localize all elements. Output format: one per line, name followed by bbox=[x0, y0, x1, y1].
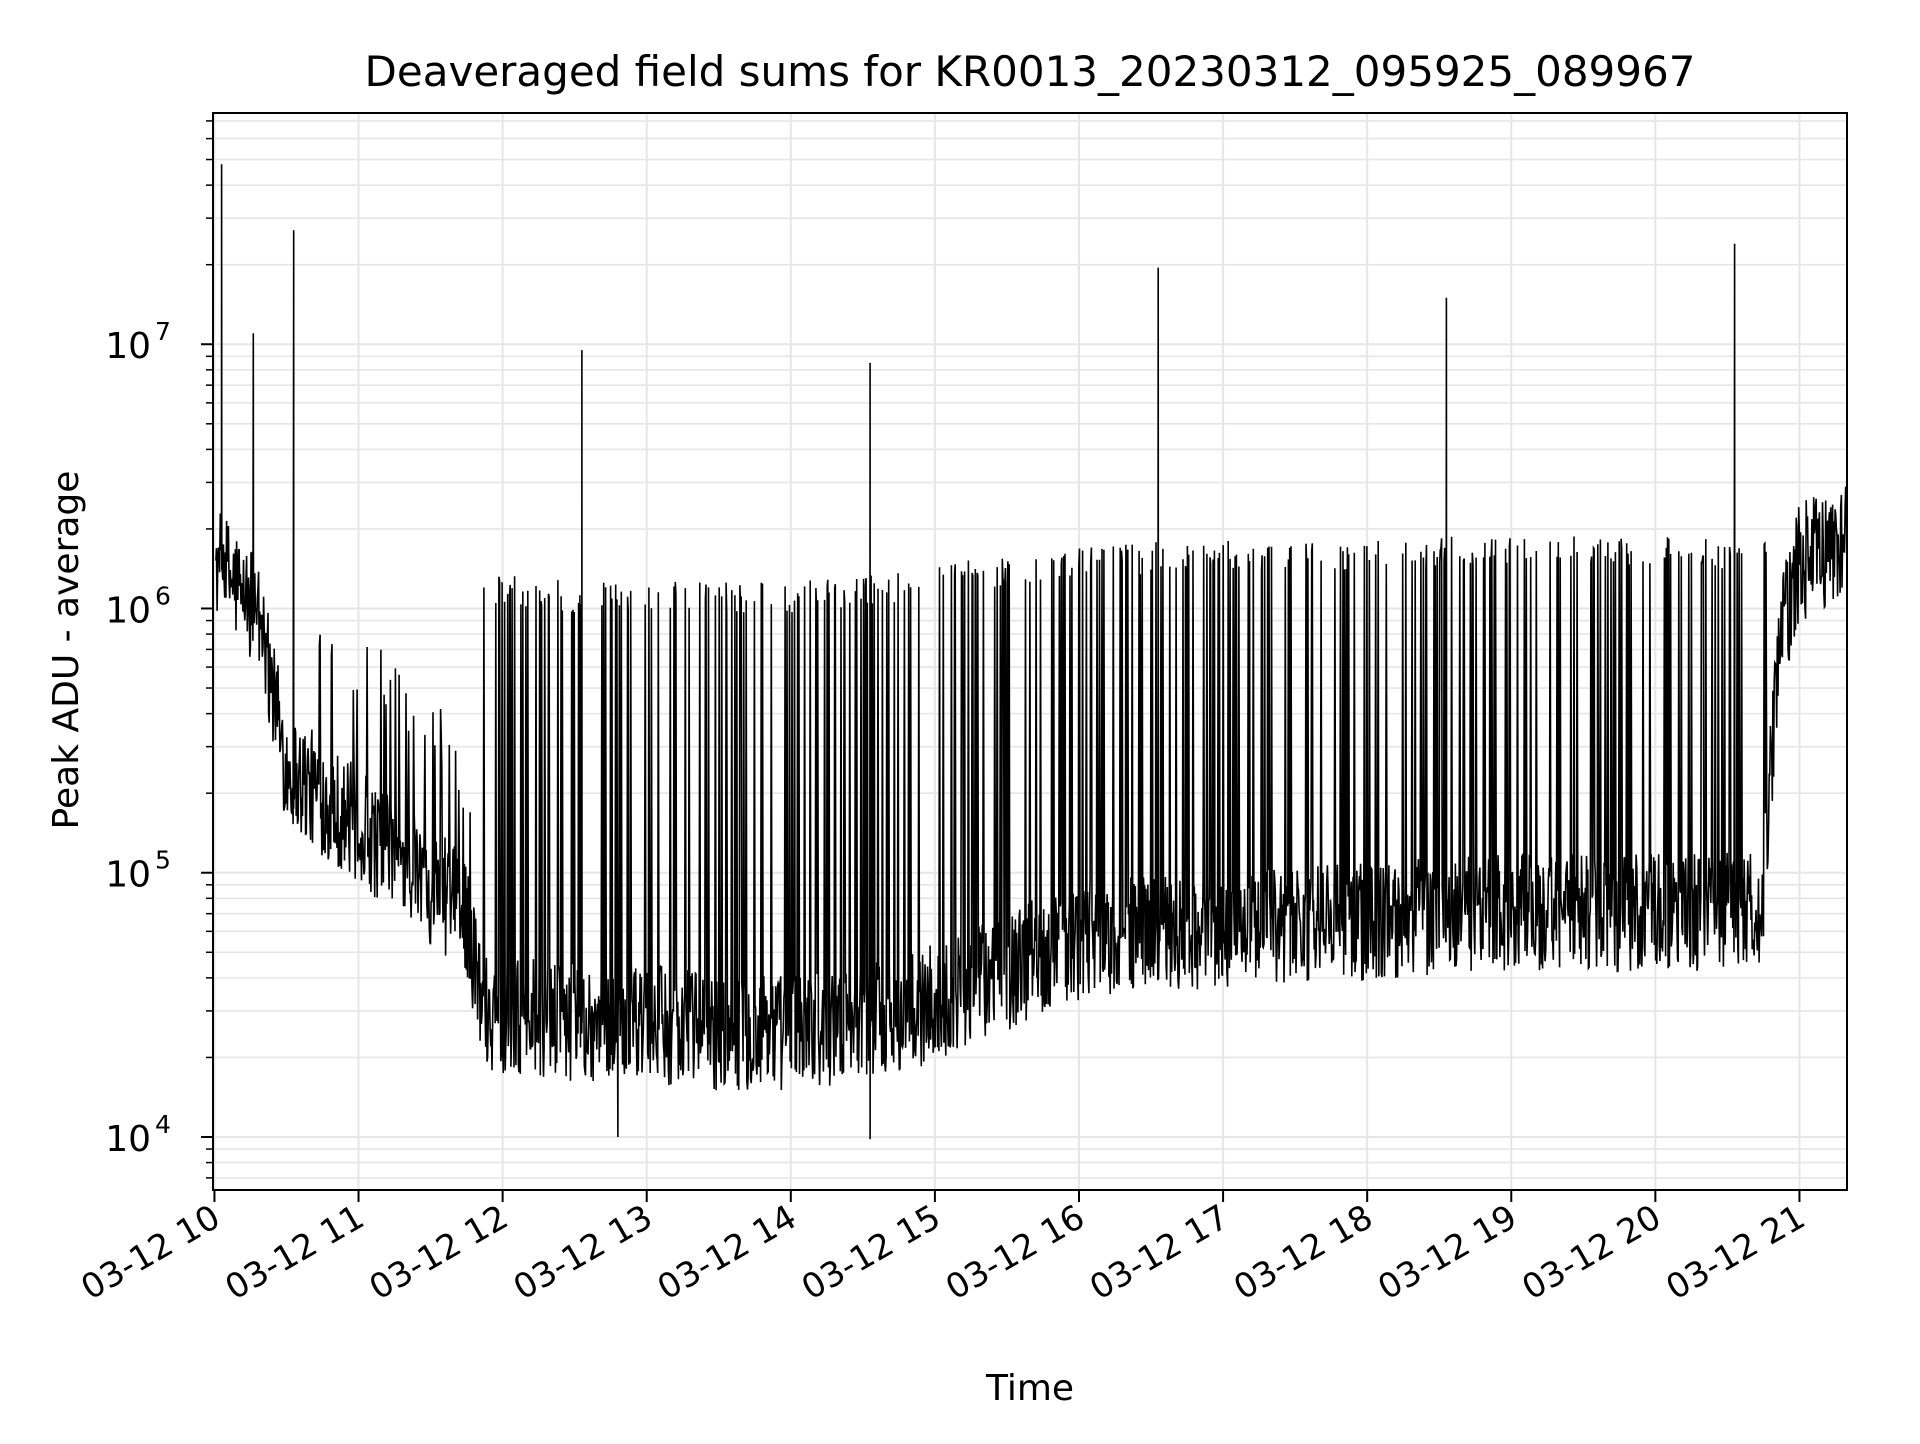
x-axis-label: Time bbox=[985, 1368, 1074, 1409]
data-series bbox=[215, 164, 1847, 1140]
y-tick-label: 10 bbox=[105, 590, 151, 631]
plot-frame bbox=[212, 112, 1848, 1191]
y-tick-label: 10 bbox=[105, 855, 151, 896]
y-axis-label: Peak ADU - average bbox=[46, 471, 87, 830]
y-tick-label: 10 bbox=[105, 1119, 151, 1160]
y-tick-label: 10 bbox=[105, 326, 151, 367]
y-tick-exponent: 4 bbox=[155, 1110, 171, 1139]
y-tick-exponent: 6 bbox=[155, 581, 171, 610]
series-line bbox=[215, 164, 1847, 1140]
chart-title: Deaveraged field sums for KR0013_2023031… bbox=[365, 47, 1696, 96]
y-tick-exponent: 7 bbox=[155, 317, 171, 346]
y-tick-exponent: 5 bbox=[155, 846, 171, 875]
